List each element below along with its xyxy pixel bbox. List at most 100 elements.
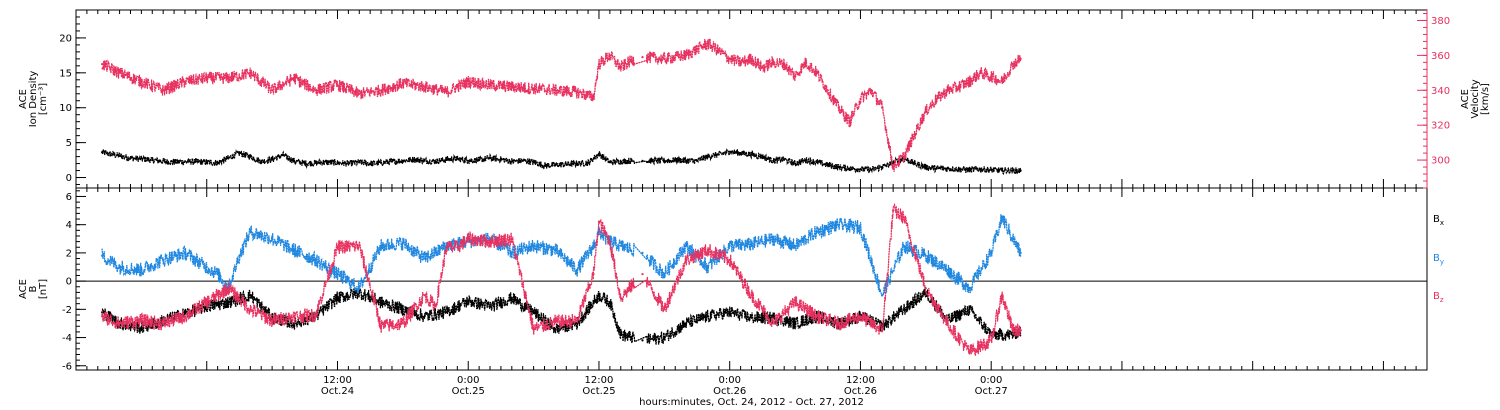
- density-series-point: [794, 162, 797, 165]
- velocity-axis-title-line: Velocity: [1470, 79, 1481, 118]
- series-by-point: [183, 251, 187, 254]
- velocity-series-point: [576, 90, 579, 94]
- series-bx-point: [706, 315, 710, 318]
- series-bz-point: [706, 249, 710, 252]
- density-series-point: [761, 155, 764, 158]
- x-tick-date: Oct.26: [844, 386, 877, 397]
- density-series-point: [390, 160, 394, 163]
- series-bz-point: [902, 216, 906, 219]
- series-by-point: [336, 273, 339, 276]
- series-bz-point: [772, 322, 775, 325]
- velocity-series-point: [881, 106, 884, 109]
- field-axis-title: ACEB[nT]: [18, 279, 49, 299]
- density-series-point: [1019, 169, 1022, 172]
- velocity-series-point: [783, 63, 786, 66]
- series-by-point: [794, 244, 797, 247]
- density-series-point: [815, 161, 819, 164]
- density-series-point: [554, 163, 557, 167]
- series-by-point: [162, 258, 165, 262]
- series-by-point: [1019, 251, 1022, 254]
- series-bz-point: [794, 301, 797, 304]
- density-series-point: [968, 168, 971, 171]
- x-tick-time: 0:00: [718, 375, 740, 386]
- series-by-point: [706, 265, 710, 269]
- legend-sub: z: [1440, 296, 1444, 304]
- density-series-point: [467, 159, 470, 162]
- density-series-point: [946, 167, 949, 170]
- density-series-point: [194, 160, 197, 163]
- x-tick-time: 12:00: [323, 375, 352, 386]
- series-bz-point: [456, 246, 459, 249]
- x-tick-date: Oct.25: [582, 386, 615, 397]
- legend-entry-by: By: [1433, 253, 1444, 266]
- velocity-series-point: [837, 106, 840, 109]
- series-bx-point: [227, 301, 230, 304]
- series-bz-point: [663, 308, 666, 311]
- density-series-point: [445, 158, 448, 161]
- legend-entry-bx: Bx: [1433, 214, 1444, 227]
- density-series-point: [216, 161, 219, 164]
- density-series-point: [826, 163, 829, 167]
- density-series-point: [870, 168, 873, 171]
- series-bz-point: [314, 313, 317, 317]
- series-bz-point: [445, 246, 448, 249]
- velocity-series-point: [859, 97, 862, 101]
- series-bz-point: [380, 325, 383, 328]
- series-by-point: [968, 287, 971, 290]
- density-series-point: [957, 168, 960, 171]
- velocity-series-point: [848, 120, 851, 123]
- velocity-series-point: [445, 90, 448, 94]
- series-bz-point: [1001, 294, 1004, 297]
- series-by-point: [205, 265, 208, 269]
- series-bz-point: [292, 315, 295, 318]
- density-series-point: [281, 154, 285, 157]
- density-series-point: [663, 159, 666, 162]
- series-by-point: [576, 268, 579, 271]
- density-series-point: [630, 159, 633, 162]
- density-series-point: [837, 166, 840, 169]
- legend-sub: y: [1440, 258, 1444, 266]
- density-series-point: [924, 166, 927, 169]
- density-series-point: [859, 168, 862, 171]
- velocity-series-point: [979, 71, 982, 74]
- velocity-series-point: [532, 87, 535, 90]
- series-bz-point: [140, 319, 143, 322]
- density-series-point: [292, 159, 295, 162]
- velocity-series-point: [205, 77, 208, 80]
- series-bx-point: [685, 322, 688, 325]
- series-bx-point: [183, 312, 187, 315]
- series-bz-point: [118, 322, 121, 325]
- series-by-point: [772, 237, 775, 240]
- series-by-point: [216, 273, 219, 276]
- x-tick-time: 0:00: [980, 375, 1002, 386]
- series-by-point: [924, 254, 927, 257]
- series-bx-point: [641, 339, 644, 342]
- density-series-point: [804, 159, 808, 162]
- velocity-series-point: [358, 92, 361, 95]
- velocity-series-point: [467, 80, 470, 83]
- velocity-series-point: [140, 80, 143, 83]
- velocity-series-point: [608, 54, 612, 57]
- series-by-point: [358, 287, 361, 290]
- x-tick-date: Oct.26: [713, 386, 746, 397]
- field-y-tick-label: -2: [62, 305, 72, 316]
- velocity-series-point: [685, 54, 688, 57]
- series-bz-point: [101, 315, 104, 318]
- density-series-point: [619, 160, 622, 163]
- density-series-point: [717, 153, 720, 156]
- series-bz-point: [592, 273, 595, 276]
- series-bz-point: [685, 258, 688, 262]
- density-series-point: [488, 156, 492, 160]
- density-series-point: [532, 161, 535, 164]
- density-series-point: [205, 161, 208, 164]
- series-bx-point: [336, 296, 339, 300]
- velocity-series-point: [183, 80, 187, 83]
- density-y-tick-label: 5: [66, 138, 72, 149]
- velocity-series-point: [728, 57, 731, 61]
- density-series-point: [456, 157, 459, 160]
- density-series-point: [685, 159, 688, 162]
- density-series-point: [369, 162, 372, 165]
- velocity-series-point: [1011, 63, 1015, 66]
- density-series-point: [434, 160, 437, 163]
- series-by-point: [401, 241, 404, 245]
